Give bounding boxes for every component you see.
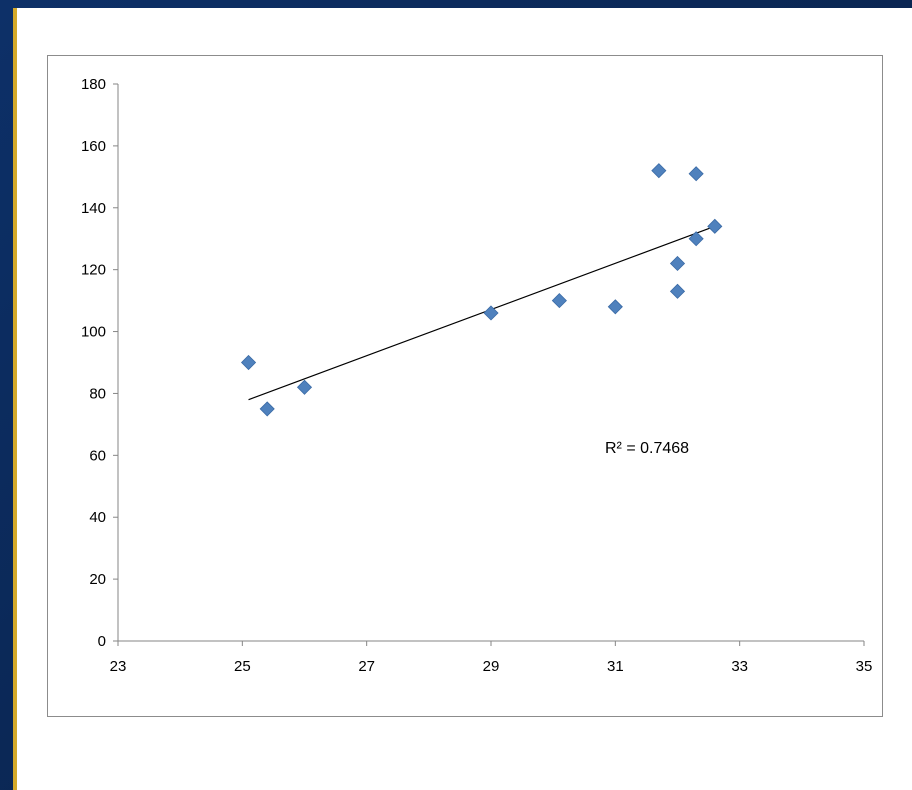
y-tick-label: 40 <box>89 509 106 526</box>
y-tick-label: 60 <box>89 447 106 464</box>
y-tick-label: 80 <box>89 385 106 402</box>
y-tick-label: 20 <box>89 571 106 588</box>
data-point <box>669 283 686 299</box>
y-tick-label: 120 <box>81 262 106 279</box>
data-point <box>651 163 667 179</box>
x-tick-label: 31 <box>607 658 624 675</box>
y-tick-label: 100 <box>81 324 106 341</box>
x-tick-label: 35 <box>856 658 873 675</box>
trendline <box>248 225 716 401</box>
y-tick-label: 160 <box>81 138 106 155</box>
y-tick-label: 180 <box>81 76 106 93</box>
data-point <box>483 305 499 321</box>
data-point <box>551 293 567 309</box>
tick-labels: 0 20 40 60 80 100 120 140 160 180 23 25 27 29 31 33 35 <box>81 76 872 675</box>
data-point <box>240 354 257 371</box>
y-tick-label: 140 <box>81 200 106 217</box>
x-tick-label: 33 <box>731 658 748 675</box>
r-squared-annotation: R² = 0.7468 <box>605 440 689 457</box>
x-tick-label: 29 <box>483 658 500 675</box>
data-point <box>688 166 704 182</box>
x-tick-label: 27 <box>358 658 375 675</box>
y-tick-label: 0 <box>98 633 106 650</box>
data-point <box>296 379 313 395</box>
data-point <box>707 218 723 234</box>
slide-accent-bar <box>13 8 17 790</box>
x-tick-label: 23 <box>110 658 127 675</box>
x-tick-label: 25 <box>234 658 251 675</box>
axes <box>113 83 865 646</box>
data-point <box>688 231 704 247</box>
scatter-chart: 0 20 40 60 80 100 120 140 160 180 23 25 27 29 31 33 35 R… <box>81 76 872 675</box>
data-point <box>669 255 686 272</box>
data-point <box>607 299 623 315</box>
chart-area: 0 20 40 60 80 100 120 140 160 180 23 25 27 29 31 33 35 R… <box>47 55 883 717</box>
data-point <box>259 401 275 417</box>
data-points <box>240 163 723 417</box>
